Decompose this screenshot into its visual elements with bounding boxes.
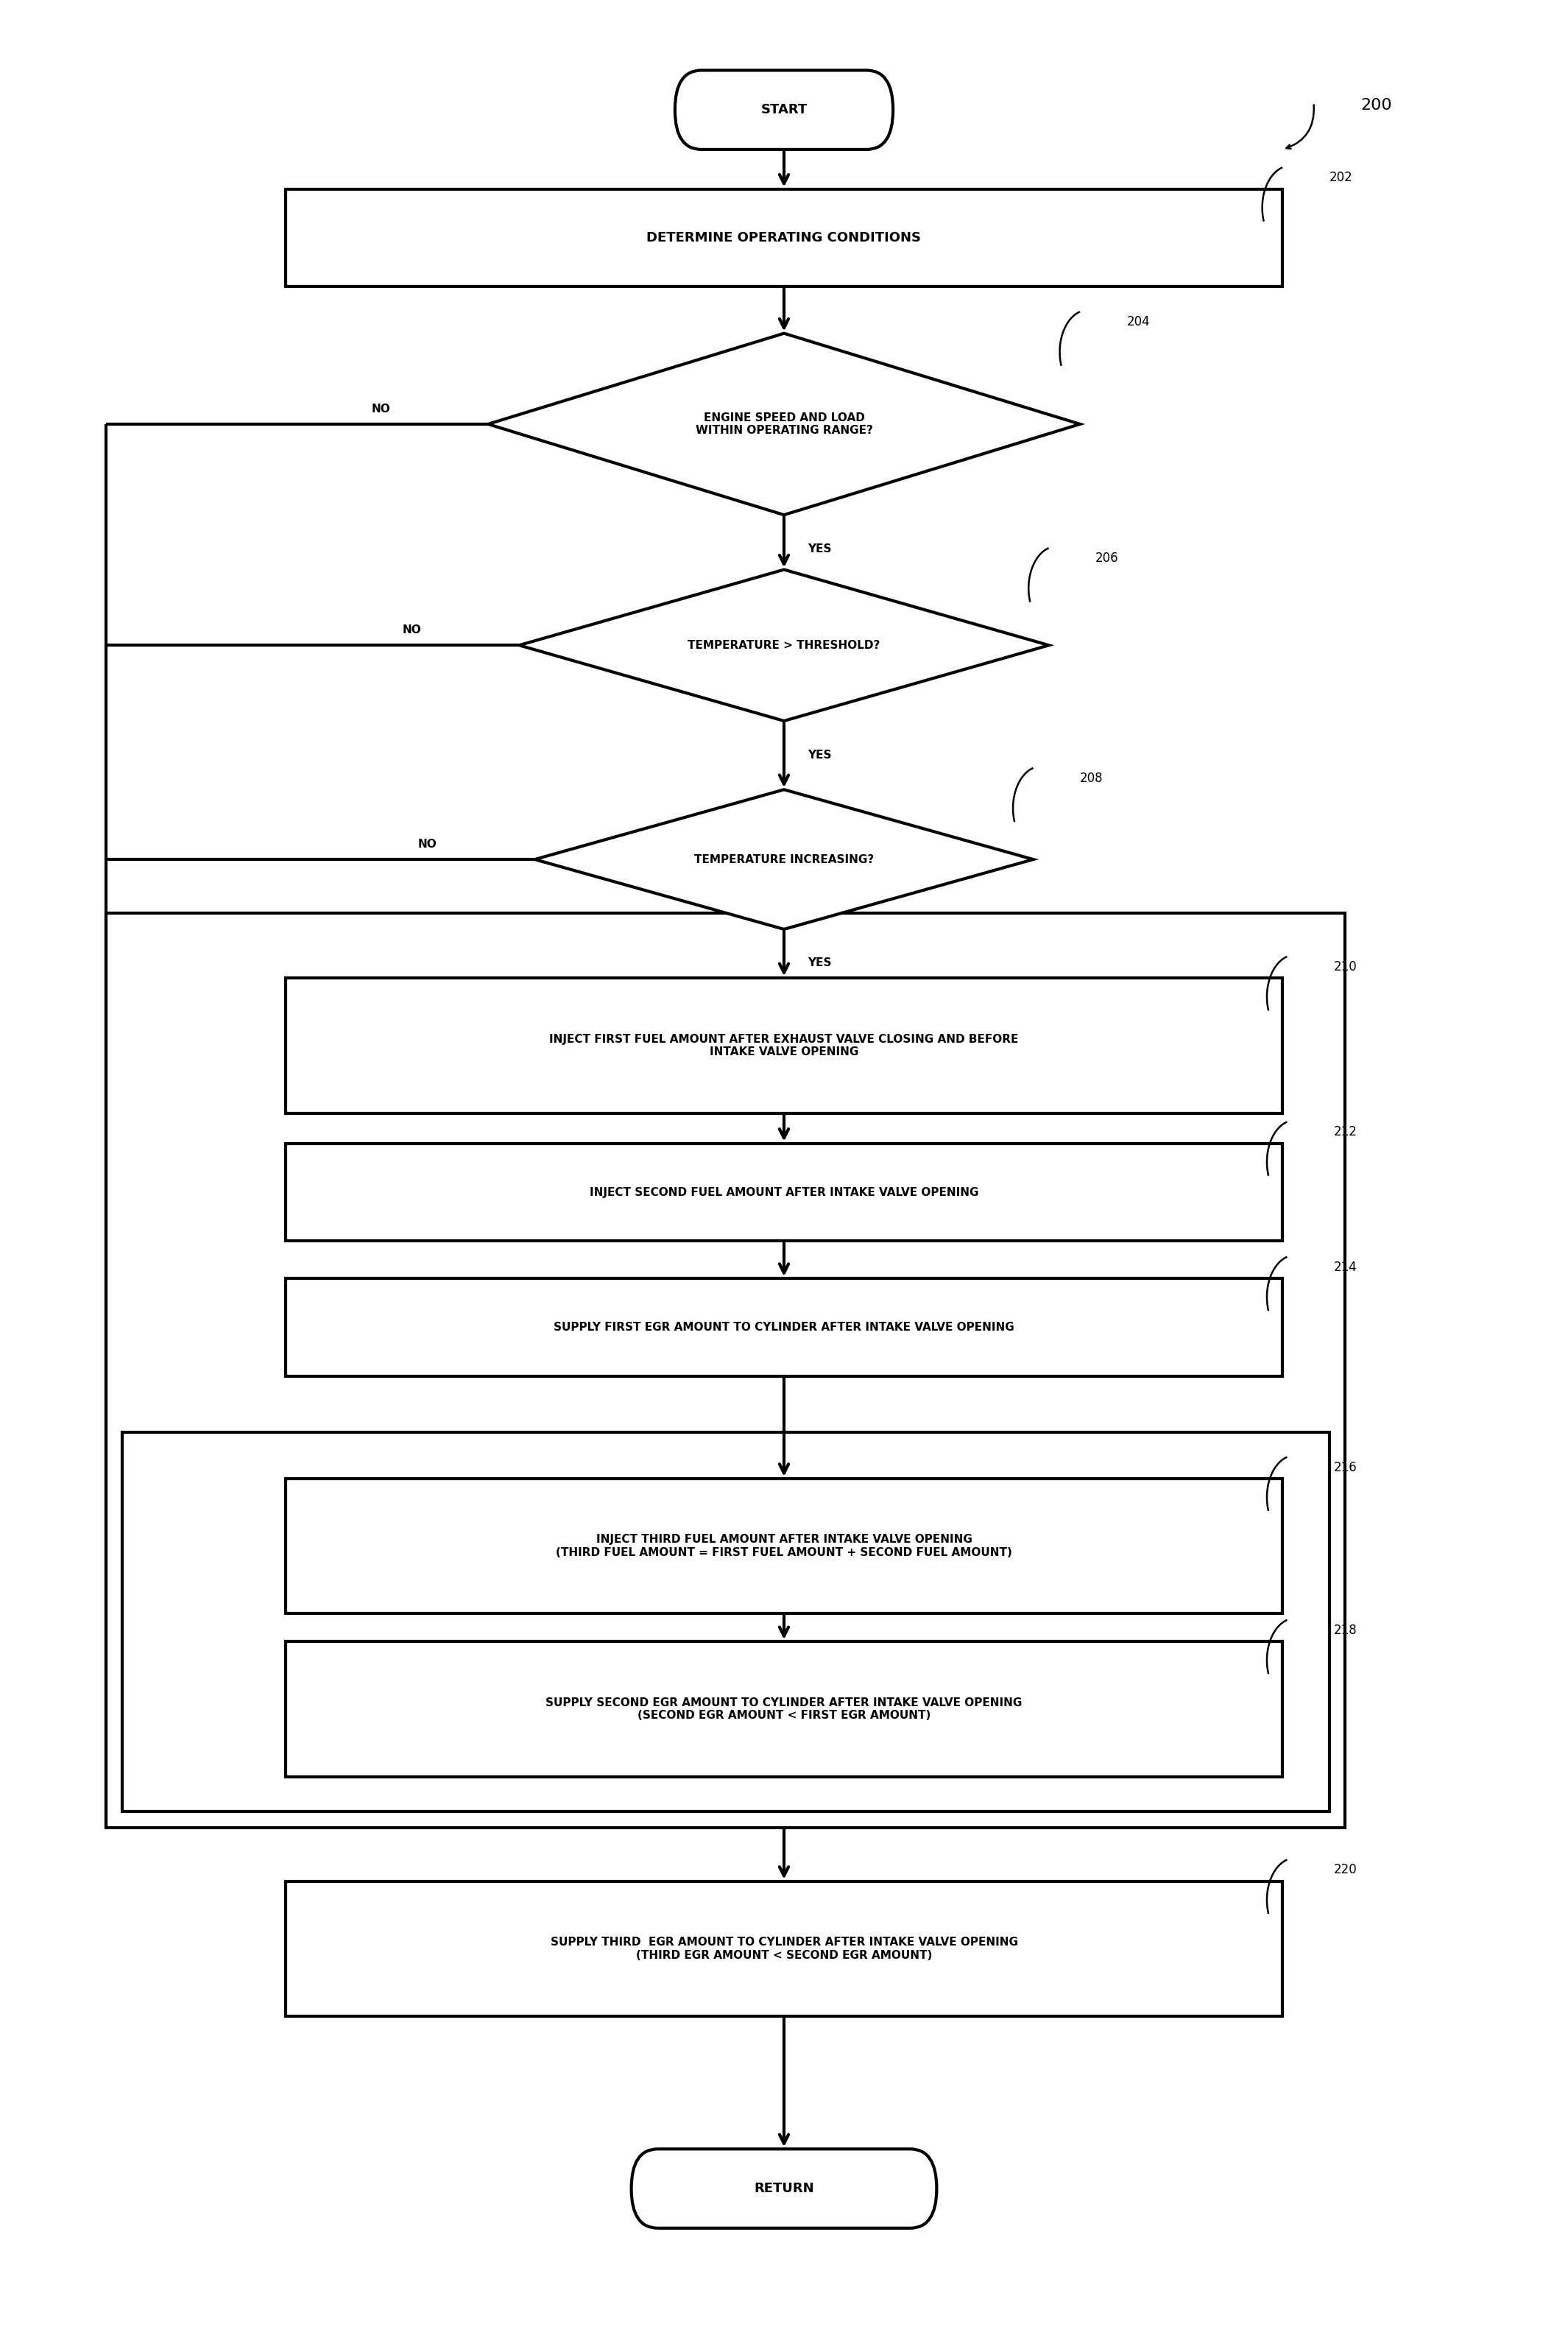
Bar — [285, 1143, 1283, 1241]
Text: SUPPLY SECOND EGR AMOUNT TO CYLINDER AFTER INTAKE VALVE OPENING
(SECOND EGR AMOU: SUPPLY SECOND EGR AMOUNT TO CYLINDER AFT… — [546, 1697, 1022, 1721]
Text: TEMPERATURE INCREASING?: TEMPERATURE INCREASING? — [695, 853, 873, 865]
Text: 214: 214 — [1334, 1260, 1358, 1274]
Text: START: START — [760, 103, 808, 117]
Text: RETURN: RETURN — [754, 2181, 814, 2195]
Text: INJECT THIRD FUEL AMOUNT AFTER INTAKE VALVE OPENING
(THIRD FUEL AMOUNT = FIRST F: INJECT THIRD FUEL AMOUNT AFTER INTAKE VA… — [555, 1534, 1013, 1557]
Bar — [107, 912, 1345, 1828]
Text: ENGINE SPEED AND LOAD
WITHIN OPERATING RANGE?: ENGINE SPEED AND LOAD WITHIN OPERATING R… — [695, 411, 873, 437]
Text: YES: YES — [808, 542, 831, 554]
Text: 208: 208 — [1080, 772, 1104, 786]
Text: 218: 218 — [1334, 1623, 1358, 1637]
Text: 210: 210 — [1334, 961, 1358, 973]
Text: NO: NO — [403, 624, 422, 636]
Text: DETERMINE OPERATING CONDITIONS: DETERMINE OPERATING CONDITIONS — [646, 231, 922, 245]
Text: 200: 200 — [1361, 98, 1392, 112]
Text: 202: 202 — [1330, 171, 1353, 185]
Text: NO: NO — [419, 839, 437, 851]
Bar — [285, 1641, 1283, 1777]
FancyBboxPatch shape — [674, 70, 894, 150]
Text: YES: YES — [808, 959, 831, 968]
Bar — [285, 1882, 1283, 2015]
Text: SUPPLY THIRD  EGR AMOUNT TO CYLINDER AFTER INTAKE VALVE OPENING
(THIRD EGR AMOUN: SUPPLY THIRD EGR AMOUNT TO CYLINDER AFTE… — [550, 1936, 1018, 1962]
Text: 206: 206 — [1096, 552, 1120, 566]
Bar — [285, 977, 1283, 1113]
Bar — [285, 189, 1283, 288]
Text: 216: 216 — [1334, 1461, 1358, 1473]
Polygon shape — [488, 334, 1080, 514]
Text: SUPPLY FIRST EGR AMOUNT TO CYLINDER AFTER INTAKE VALVE OPENING: SUPPLY FIRST EGR AMOUNT TO CYLINDER AFTE… — [554, 1321, 1014, 1333]
Polygon shape — [535, 790, 1033, 928]
Text: YES: YES — [808, 748, 831, 760]
Text: 212: 212 — [1334, 1125, 1358, 1139]
Text: 204: 204 — [1127, 316, 1149, 330]
Bar — [285, 1478, 1283, 1613]
Text: 220: 220 — [1334, 1863, 1358, 1877]
Text: INJECT SECOND FUEL AMOUNT AFTER INTAKE VALVE OPENING: INJECT SECOND FUEL AMOUNT AFTER INTAKE V… — [590, 1188, 978, 1197]
Text: TEMPERATURE > THRESHOLD?: TEMPERATURE > THRESHOLD? — [688, 641, 880, 650]
Bar — [122, 1433, 1330, 1812]
Text: INJECT FIRST FUEL AMOUNT AFTER EXHAUST VALVE CLOSING AND BEFORE
INTAKE VALVE OPE: INJECT FIRST FUEL AMOUNT AFTER EXHAUST V… — [549, 1033, 1019, 1057]
Bar — [285, 1279, 1283, 1377]
Polygon shape — [519, 570, 1049, 720]
FancyBboxPatch shape — [632, 2149, 936, 2228]
Text: NO: NO — [372, 404, 390, 414]
